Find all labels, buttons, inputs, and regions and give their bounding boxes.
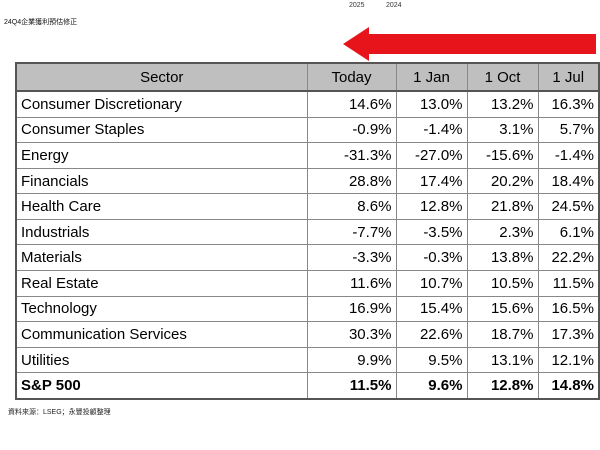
value-cell: 20.2% <box>466 167 539 195</box>
column-header-1-jul: 1 Jul <box>537 62 600 92</box>
value-cell: 2.3% <box>466 218 539 246</box>
year-label-2025: 2025 <box>349 2 365 9</box>
value-cell: 10.5% <box>466 270 539 297</box>
table-row-total: S&P 500 11.5% 9.6% 12.8% 14.8% <box>15 372 600 400</box>
sector-name-cell: Consumer Staples <box>15 116 308 144</box>
value-cell: 12.8% <box>466 372 539 400</box>
table-row: Consumer Discretionary 14.6% 13.0% 13.2% 16.… <box>15 90 600 118</box>
value-cell: 11.6% <box>306 270 397 297</box>
value-cell: 16.5% <box>537 295 600 323</box>
column-header-1-oct: 1 Oct <box>466 62 539 92</box>
sector-name-cell: Technology <box>15 295 308 323</box>
value-cell: 13.2% <box>466 90 539 118</box>
value-cell: 22.6% <box>395 321 468 348</box>
sector-name-cell: Materials <box>15 244 308 272</box>
column-header-today: Today <box>306 62 397 92</box>
value-cell: 9.6% <box>395 372 468 400</box>
value-cell: 12.8% <box>395 193 468 220</box>
sector-name-cell: Energy <box>15 142 308 169</box>
value-cell: -27.0% <box>395 142 468 169</box>
value-cell: -7.7% <box>306 218 397 246</box>
source-note: 資料來源：LSEG；永豐投顧整理 <box>8 409 111 416</box>
value-cell: -3.5% <box>395 218 468 246</box>
table-row: Energy -31.3% -27.0% -15.6% -1.4% <box>15 142 600 169</box>
value-cell: 15.4% <box>395 295 468 323</box>
sector-name-cell: S&P 500 <box>15 372 308 400</box>
value-cell: 9.9% <box>306 346 397 374</box>
value-cell: -0.9% <box>306 116 397 144</box>
value-cell: 21.8% <box>466 193 539 220</box>
value-cell: -3.3% <box>306 244 397 272</box>
sector-name-cell: Utilities <box>15 346 308 374</box>
sector-name-cell: Industrials <box>15 218 308 246</box>
value-cell: -1.4% <box>537 142 600 169</box>
year-label-2024: 2024 <box>386 2 402 9</box>
value-cell: 17.4% <box>395 167 468 195</box>
table-row: Financials 28.8% 17.4% 20.2% 18.4% <box>15 167 600 195</box>
value-cell: 5.7% <box>537 116 600 144</box>
value-cell: 3.1% <box>466 116 539 144</box>
table-row: Materials -3.3% -0.3% 13.8% 22.2% <box>15 244 600 272</box>
table-row: Consumer Staples -0.9% -1.4% 3.1% 5.7% <box>15 116 600 144</box>
value-cell: -0.3% <box>395 244 468 272</box>
value-cell: 16.9% <box>306 295 397 323</box>
sector-name-cell: Communication Services <box>15 321 308 348</box>
value-cell: -31.3% <box>306 142 397 169</box>
sector-earnings-table: Sector Today 1 Jan 1 Oct 1 Jul Consumer … <box>15 62 600 400</box>
sector-name-cell: Real Estate <box>15 270 308 297</box>
value-cell: -15.6% <box>466 142 539 169</box>
value-cell: 17.3% <box>537 321 600 348</box>
table-row: Industrials -7.7% -3.5% 2.3% 6.1% <box>15 218 600 246</box>
column-header-1-jan: 1 Jan <box>395 62 468 92</box>
value-cell: 18.7% <box>466 321 539 348</box>
value-cell: 11.5% <box>306 372 397 400</box>
value-cell: 15.6% <box>466 295 539 323</box>
sector-name-cell: Consumer Discretionary <box>15 90 308 118</box>
column-header-sector: Sector <box>15 62 308 92</box>
value-cell: 12.1% <box>537 346 600 374</box>
table-row: Health Care 8.6% 12.8% 21.8% 24.5% <box>15 193 600 220</box>
value-cell: 9.5% <box>395 346 468 374</box>
value-cell: 30.3% <box>306 321 397 348</box>
value-cell: 6.1% <box>537 218 600 246</box>
value-cell: 28.8% <box>306 167 397 195</box>
table-row: Real Estate 11.6% 10.7% 10.5% 11.5% <box>15 270 600 297</box>
value-cell: 10.7% <box>395 270 468 297</box>
value-cell: 13.8% <box>466 244 539 272</box>
value-cell: -1.4% <box>395 116 468 144</box>
value-cell: 13.1% <box>466 346 539 374</box>
table-row: Utilities 9.9% 9.5% 13.1% 12.1% <box>15 346 600 374</box>
table-header-row: Sector Today 1 Jan 1 Oct 1 Jul <box>15 62 600 92</box>
value-cell: 16.3% <box>537 90 600 118</box>
value-cell: 18.4% <box>537 167 600 195</box>
value-cell: 22.2% <box>537 244 600 272</box>
value-cell: 13.0% <box>395 90 468 118</box>
sector-name-cell: Financials <box>15 167 308 195</box>
sector-name-cell: Health Care <box>15 193 308 220</box>
value-cell: 14.8% <box>537 372 600 400</box>
document-title: 24Q4企業獲利預估修正 <box>4 19 78 26</box>
table-row: Communication Services 30.3% 22.6% 18.7% 17.… <box>15 321 600 348</box>
value-cell: 8.6% <box>306 193 397 220</box>
value-cell: 14.6% <box>306 90 397 118</box>
value-cell: 24.5% <box>537 193 600 220</box>
table-row: Technology 16.9% 15.4% 15.6% 16.5% <box>15 295 600 323</box>
arrow-left-icon <box>343 27 596 61</box>
value-cell: 11.5% <box>537 270 600 297</box>
